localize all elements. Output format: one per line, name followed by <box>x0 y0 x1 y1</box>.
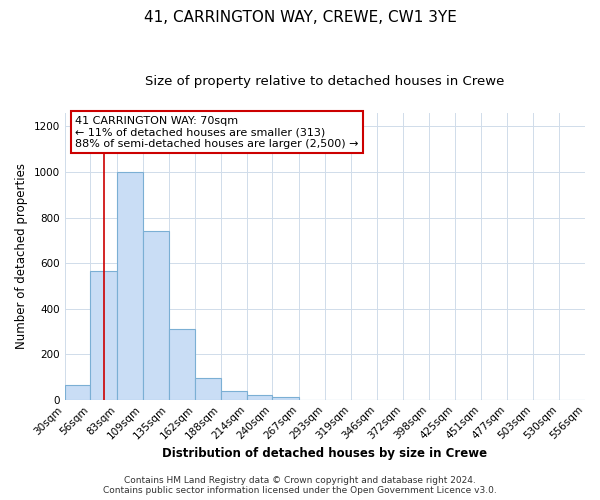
Bar <box>221 390 247 400</box>
Text: 41 CARRINGTON WAY: 70sqm
← 11% of detached houses are smaller (313)
88% of semi-: 41 CARRINGTON WAY: 70sqm ← 11% of detach… <box>75 116 359 149</box>
Bar <box>272 398 299 400</box>
Bar <box>65 385 91 400</box>
Bar <box>143 231 169 400</box>
Bar <box>91 271 117 400</box>
Bar <box>117 172 143 400</box>
Bar <box>169 329 195 400</box>
Text: Contains HM Land Registry data © Crown copyright and database right 2024.
Contai: Contains HM Land Registry data © Crown c… <box>103 476 497 495</box>
Bar <box>247 395 272 400</box>
Title: Size of property relative to detached houses in Crewe: Size of property relative to detached ho… <box>145 75 505 88</box>
Bar <box>195 378 221 400</box>
Y-axis label: Number of detached properties: Number of detached properties <box>15 164 28 350</box>
X-axis label: Distribution of detached houses by size in Crewe: Distribution of detached houses by size … <box>162 447 487 460</box>
Text: 41, CARRINGTON WAY, CREWE, CW1 3YE: 41, CARRINGTON WAY, CREWE, CW1 3YE <box>143 10 457 25</box>
